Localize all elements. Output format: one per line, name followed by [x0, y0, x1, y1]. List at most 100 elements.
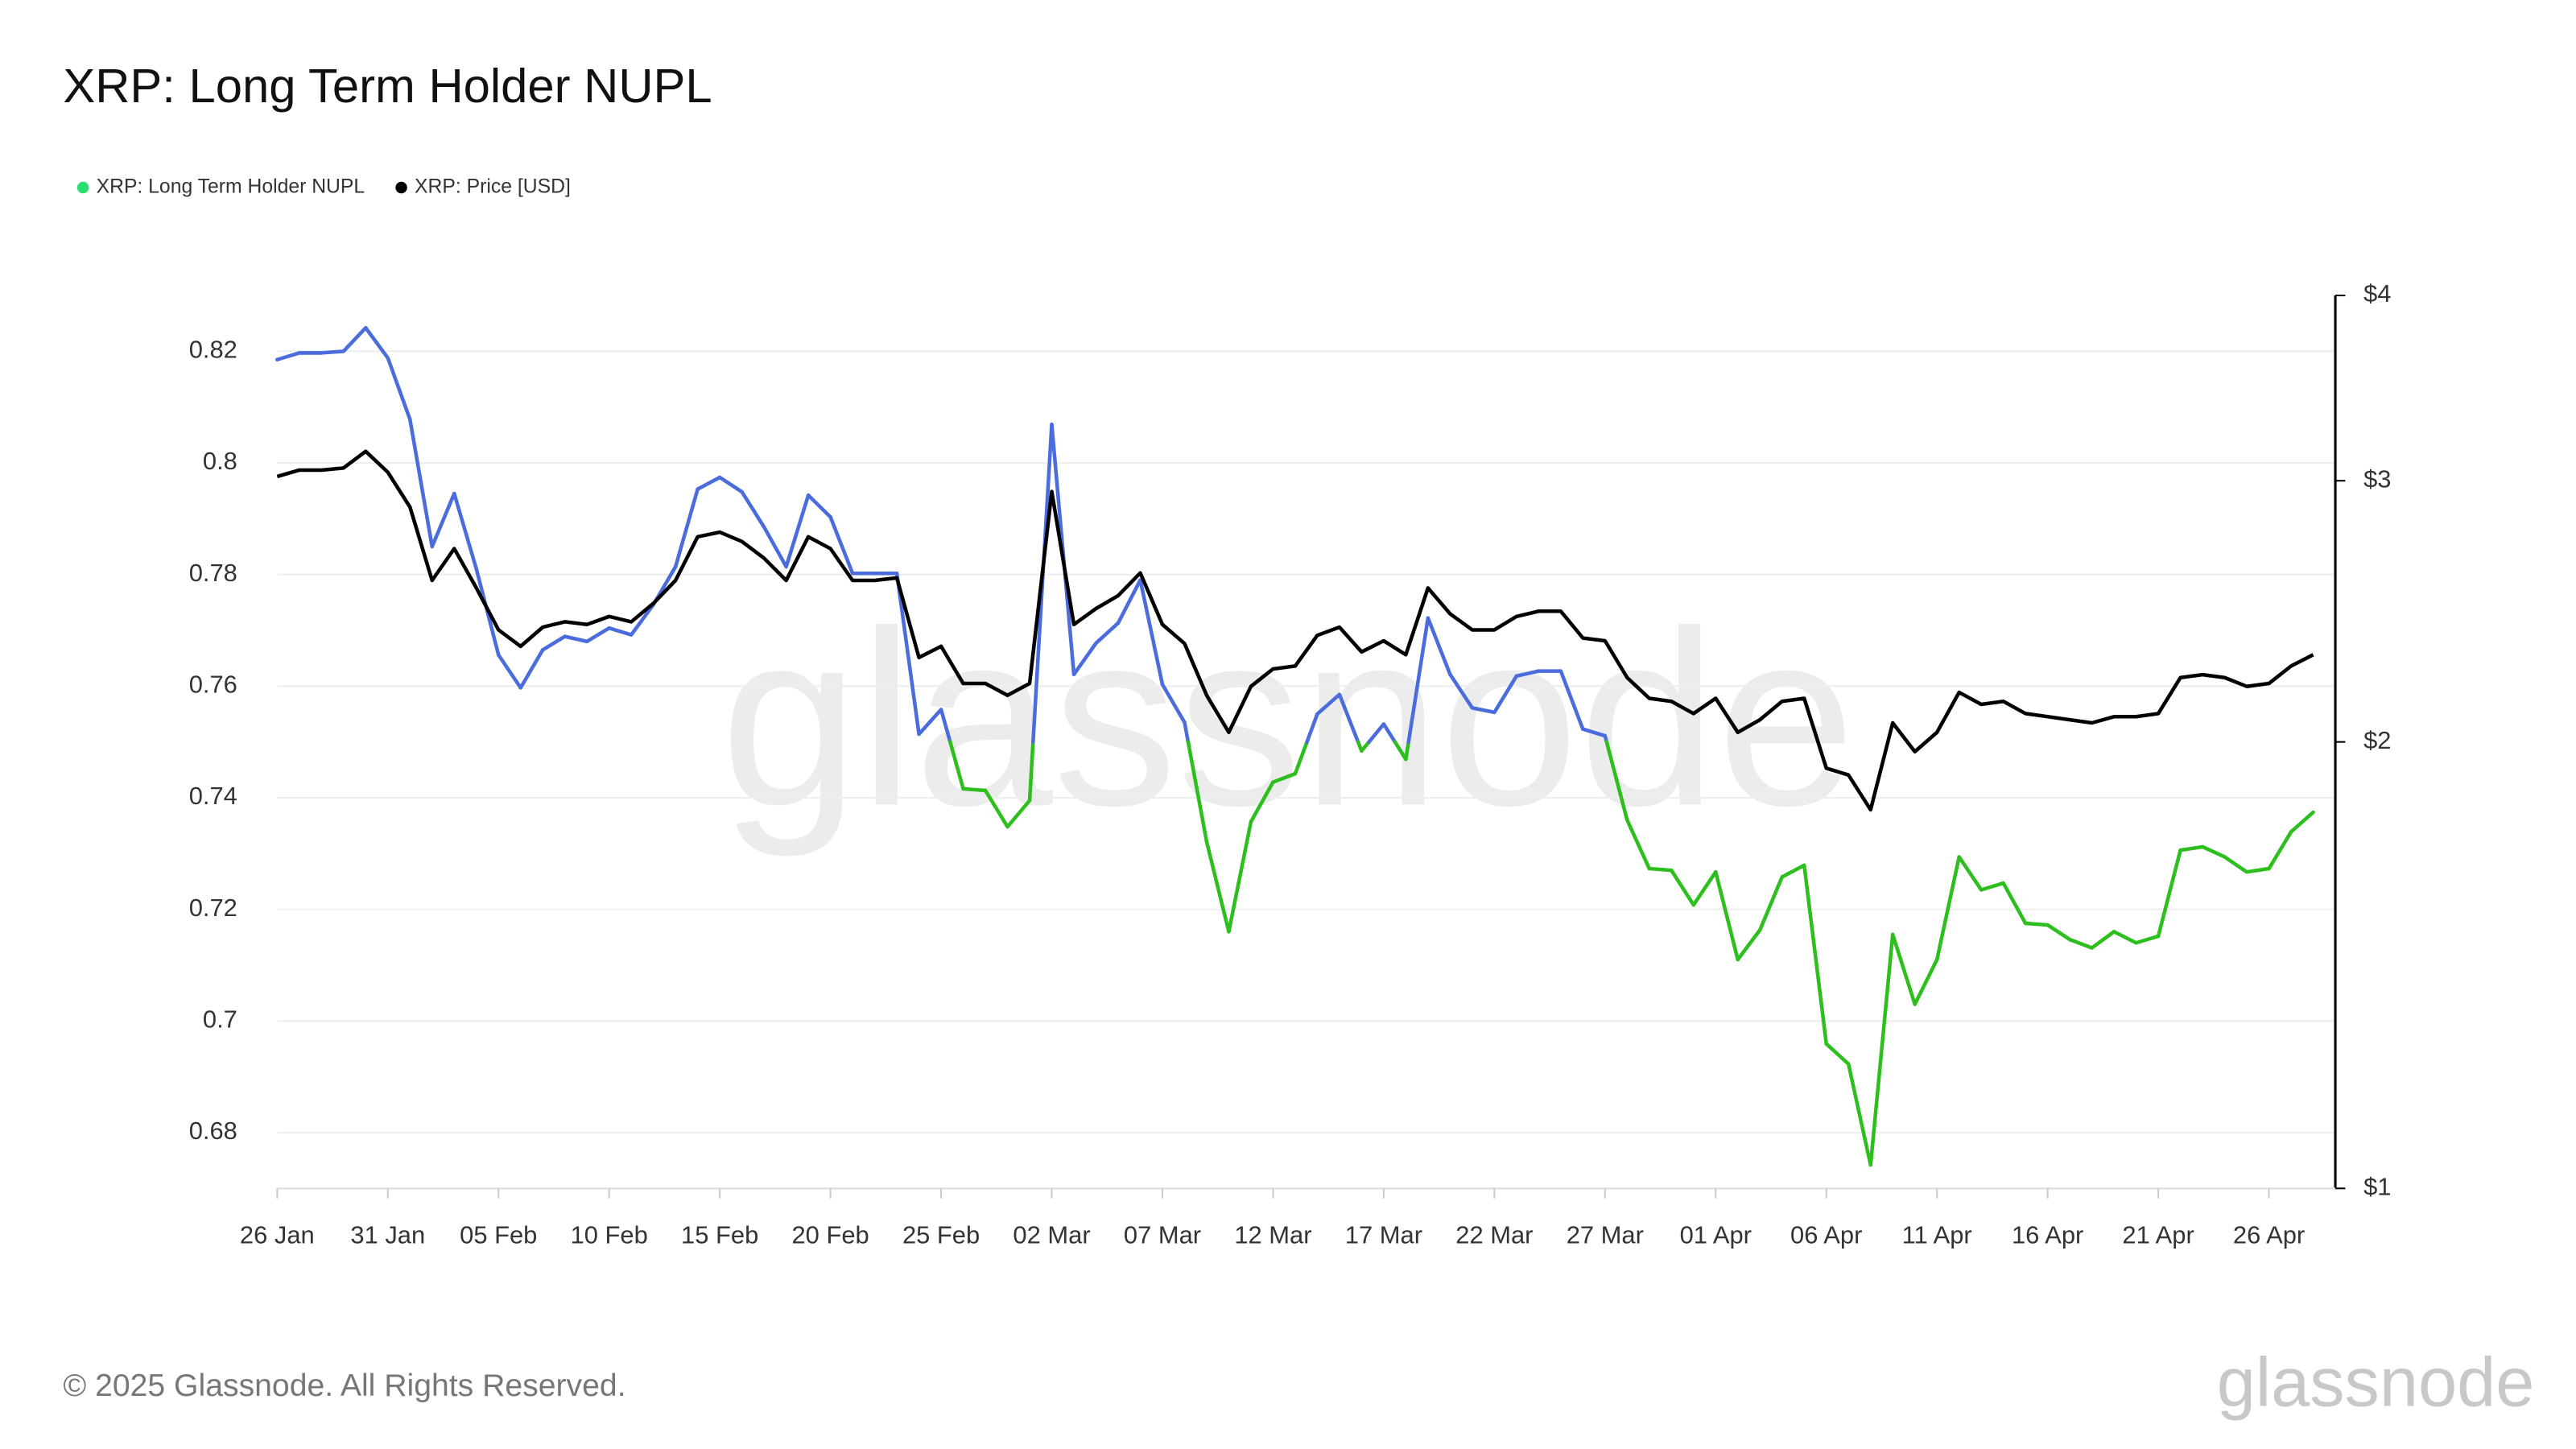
- y2-tick-label: $3: [2363, 464, 2391, 493]
- nupl-segment: [1514, 669, 1541, 679]
- nupl-segment: [1094, 621, 1121, 646]
- nupl-segment: [430, 491, 456, 549]
- x-tick-label: 01 Apr: [1680, 1220, 1752, 1249]
- nupl-segment: [2112, 930, 2138, 945]
- legend: XRP: Long Term Holder NUPL XRP: Price [US…: [76, 176, 571, 198]
- grid: [277, 350, 2336, 1133]
- nupl-segment: [1138, 578, 1165, 687]
- nupl-segment: [1337, 692, 1360, 744]
- nupl-segment: [275, 351, 302, 362]
- nupl-segment: [1736, 928, 1762, 962]
- nupl-segment: [1581, 727, 1608, 738]
- x-tick-label: 16 Apr: [2012, 1220, 2083, 1249]
- nupl-segment: [784, 493, 811, 569]
- nupl-segment: [1802, 863, 1828, 1046]
- nupl-segment: [1846, 1062, 1872, 1167]
- y2-tick-label: $4: [2363, 279, 2391, 308]
- logo: glassnode: [2217, 1344, 2535, 1422]
- nupl-segment: [762, 525, 788, 569]
- nupl-segment: [2223, 855, 2249, 874]
- nupl-segment: [894, 572, 921, 737]
- nupl-segment: [2178, 844, 2205, 852]
- footer: © 2025 Glassnode. All Rights Reserved.: [63, 1368, 625, 1403]
- nupl-segment: [1957, 855, 1984, 892]
- y2-tick-label: $2: [2363, 726, 2391, 754]
- nupl-segment: [1249, 780, 1275, 824]
- nupl-segment: [1780, 863, 1806, 879]
- nupl-segment: [1404, 740, 1411, 762]
- x-tick-label: 02 Mar: [1013, 1220, 1090, 1249]
- nupl-segment: [452, 491, 479, 571]
- x-tick-label: 31 Jan: [350, 1220, 425, 1249]
- legend-marker: [76, 181, 89, 194]
- nupl-segment: [2023, 921, 2050, 927]
- x-tick-label: 15 Feb: [681, 1220, 758, 1249]
- nupl-segment: [1381, 722, 1397, 744]
- nupl-segment: [1604, 740, 1629, 822]
- nupl-segment: [1757, 875, 1785, 932]
- nupl-segment: [1271, 771, 1298, 784]
- nupl-segment: [518, 647, 545, 690]
- nupl-segment: [917, 708, 943, 737]
- nupl-segment: [1293, 740, 1309, 776]
- nupl-segment: [1670, 868, 1696, 907]
- nupl-segment: [1204, 840, 1231, 934]
- nupl-segment: [948, 740, 965, 791]
- nupl-segment: [1116, 578, 1142, 625]
- nupl-segment: [1448, 672, 1475, 710]
- nupl-segment: [740, 489, 766, 529]
- chart-title: XRP: Long Term Holder NUPL: [63, 59, 712, 113]
- nupl-segment: [983, 788, 1009, 829]
- nupl-segment: [1470, 706, 1496, 715]
- price-line: [276, 449, 2314, 812]
- nupl-segment: [563, 634, 589, 644]
- nupl-segment: [1647, 866, 1674, 873]
- nupl-segment: [1625, 818, 1652, 871]
- nupl-segment: [364, 325, 390, 360]
- y-tick-label: 0.8: [203, 447, 237, 475]
- nupl-segment: [1393, 740, 1408, 762]
- nupl-segment: [806, 493, 832, 519]
- nupl-segment: [673, 487, 700, 569]
- nupl-segment: [1934, 855, 1961, 962]
- nupl-segment: [1005, 799, 1032, 829]
- y-tick-label: 0.76: [189, 670, 237, 698]
- nupl-segment: [2134, 934, 2161, 945]
- x-tick-label: 07 Mar: [1124, 1220, 1201, 1249]
- x-tick-label: 17 Mar: [1345, 1220, 1422, 1249]
- x-tick-label: 25 Feb: [902, 1220, 980, 1249]
- nupl-segment: [386, 356, 412, 422]
- nupl-segment: [1227, 819, 1253, 934]
- y-tick-label: 0.74: [189, 782, 237, 810]
- nupl-segment: [717, 475, 744, 494]
- x-tick-label: 26 Apr: [2233, 1220, 2305, 1249]
- nupl-segment: [584, 625, 611, 644]
- nupl-segment: [1890, 932, 1917, 1006]
- nupl-segment: [1027, 740, 1035, 803]
- y-tick-label: 0.82: [189, 336, 237, 364]
- nupl-segment: [2289, 810, 2315, 834]
- nupl-segment: [1492, 674, 1519, 715]
- nupl-segment: [1315, 692, 1342, 716]
- nupl-segment: [1558, 669, 1585, 731]
- x-tick-label: 11 Apr: [1902, 1220, 1972, 1249]
- nupl-segment: [1913, 957, 1939, 1006]
- axes: 0.68 0.7 0.72 0.74 0.76 0.78 0.8 0.82 $1 $2 $3 $4 26…: [189, 279, 2392, 1249]
- nupl-segment: [2067, 937, 2094, 950]
- nupl-segment: [1186, 740, 1209, 844]
- nupl-segment: [1071, 641, 1098, 677]
- nupl-segment: [2200, 844, 2227, 859]
- nupl-segment: [2046, 923, 2072, 942]
- nupl-segment: [939, 708, 952, 744]
- y2-tick-label: $1: [2363, 1172, 2391, 1200]
- nupl-segment: [1979, 881, 2005, 892]
- y-tick-label: 0.72: [189, 894, 237, 922]
- nupl-segment: [1305, 712, 1319, 744]
- legend-label: XRP: Long Term Holder NUPL: [97, 176, 365, 198]
- x-tick-label: 22 Mar: [1455, 1220, 1533, 1249]
- nupl-segment: [696, 475, 722, 491]
- legend-label: XRP: Price [USD]: [415, 176, 571, 198]
- x-tick-label: 05 Feb: [460, 1220, 537, 1249]
